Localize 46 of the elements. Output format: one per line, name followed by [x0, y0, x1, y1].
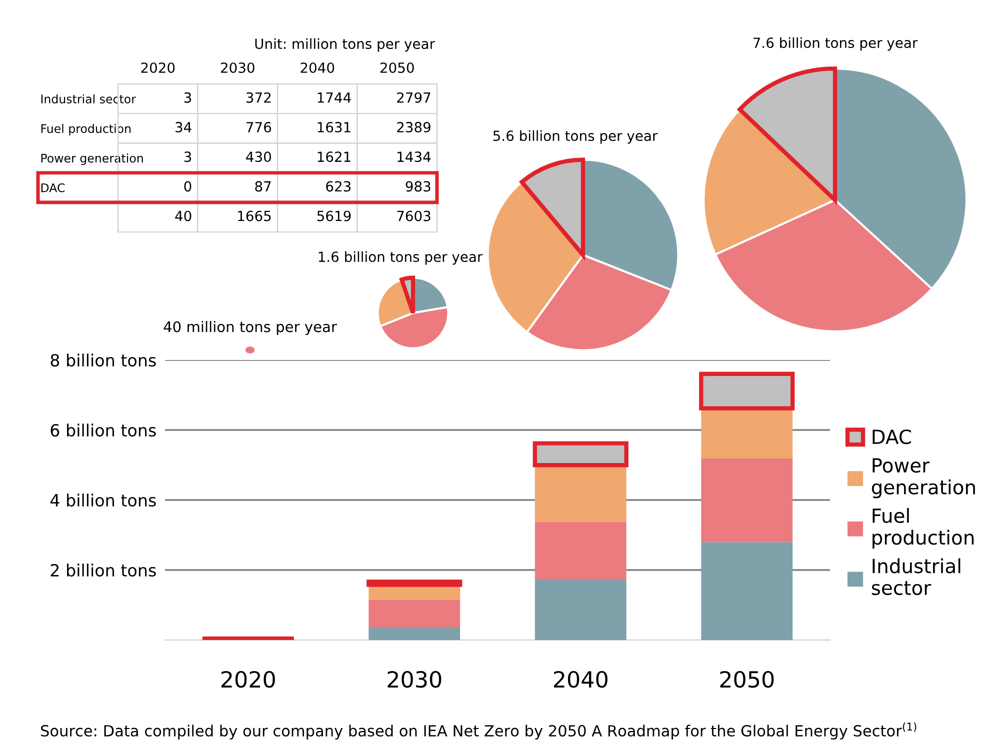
- chart-title: 7.6 billion tons per year: [753, 37, 918, 51]
- legend-label: Industrial sector: [872, 558, 960, 596]
- text: 40 million tons per year: [164, 320, 337, 336]
- x-tick-label: 2030: [388, 670, 442, 688]
- data-label: 2797: [397, 92, 430, 103]
- data-label: 3: [184, 92, 192, 103]
- x-tick-label: 2020: [141, 62, 175, 73]
- data-label: 87: [255, 181, 271, 192]
- x-tick-label: 2040: [554, 670, 608, 688]
- data-label: 983: [406, 181, 430, 192]
- chart-title: 1.6 billion tons per year: [318, 251, 483, 265]
- data-label: 623: [326, 181, 351, 192]
- data-label: 0: [184, 181, 192, 192]
- x-tick-label: 2050: [380, 62, 414, 73]
- x-tick-label: 2020: [221, 670, 275, 688]
- data-label: 34: [176, 122, 192, 132]
- data-label: 430: [246, 152, 271, 162]
- data-label: 1434: [398, 152, 431, 162]
- y-tick-label: 2 billion tons: [50, 564, 156, 577]
- data-label: 1631: [318, 122, 350, 132]
- text: Unit: million tons per year: [255, 38, 436, 52]
- y-tick-label: DAC: [41, 183, 65, 192]
- data-label: 776: [246, 122, 272, 132]
- data-label: 1621: [318, 152, 350, 162]
- legend-label: Fuel production: [872, 508, 974, 549]
- data-label: 1665: [238, 210, 271, 222]
- legend-label: Power generation: [872, 458, 975, 498]
- x-tick-label: 2050: [720, 670, 774, 688]
- data-label: 3: [184, 152, 192, 162]
- y-tick-label: Fuel production: [41, 124, 131, 136]
- data-label: 5619: [317, 210, 351, 222]
- y-tick-label: 6 billion tons: [50, 424, 156, 437]
- y-tick-label: Industrial sector: [41, 94, 136, 104]
- data-label: 2389: [397, 122, 430, 132]
- y-tick-label: 4 billion tons: [50, 494, 156, 507]
- x-tick-label: 2040: [300, 62, 334, 73]
- data-label: 1744: [318, 92, 351, 103]
- y-tick-label: 8 billion tons: [50, 354, 156, 367]
- source-note: Source: Data compiled by our company based on IEA Net Zero by 2050 A Roadmap for the Global Energy Sector$^{(1)}$: [41, 722, 916, 740]
- data-label: 40: [175, 210, 192, 222]
- x-tick-label: 2030: [220, 62, 254, 73]
- chart-title: 5.6 billion tons per year: [493, 130, 658, 144]
- y-tick-label: Power generation: [41, 154, 143, 165]
- data-label: 7603: [397, 210, 430, 222]
- data-label: 372: [246, 92, 271, 103]
- legend-label: DAC: [872, 429, 911, 444]
